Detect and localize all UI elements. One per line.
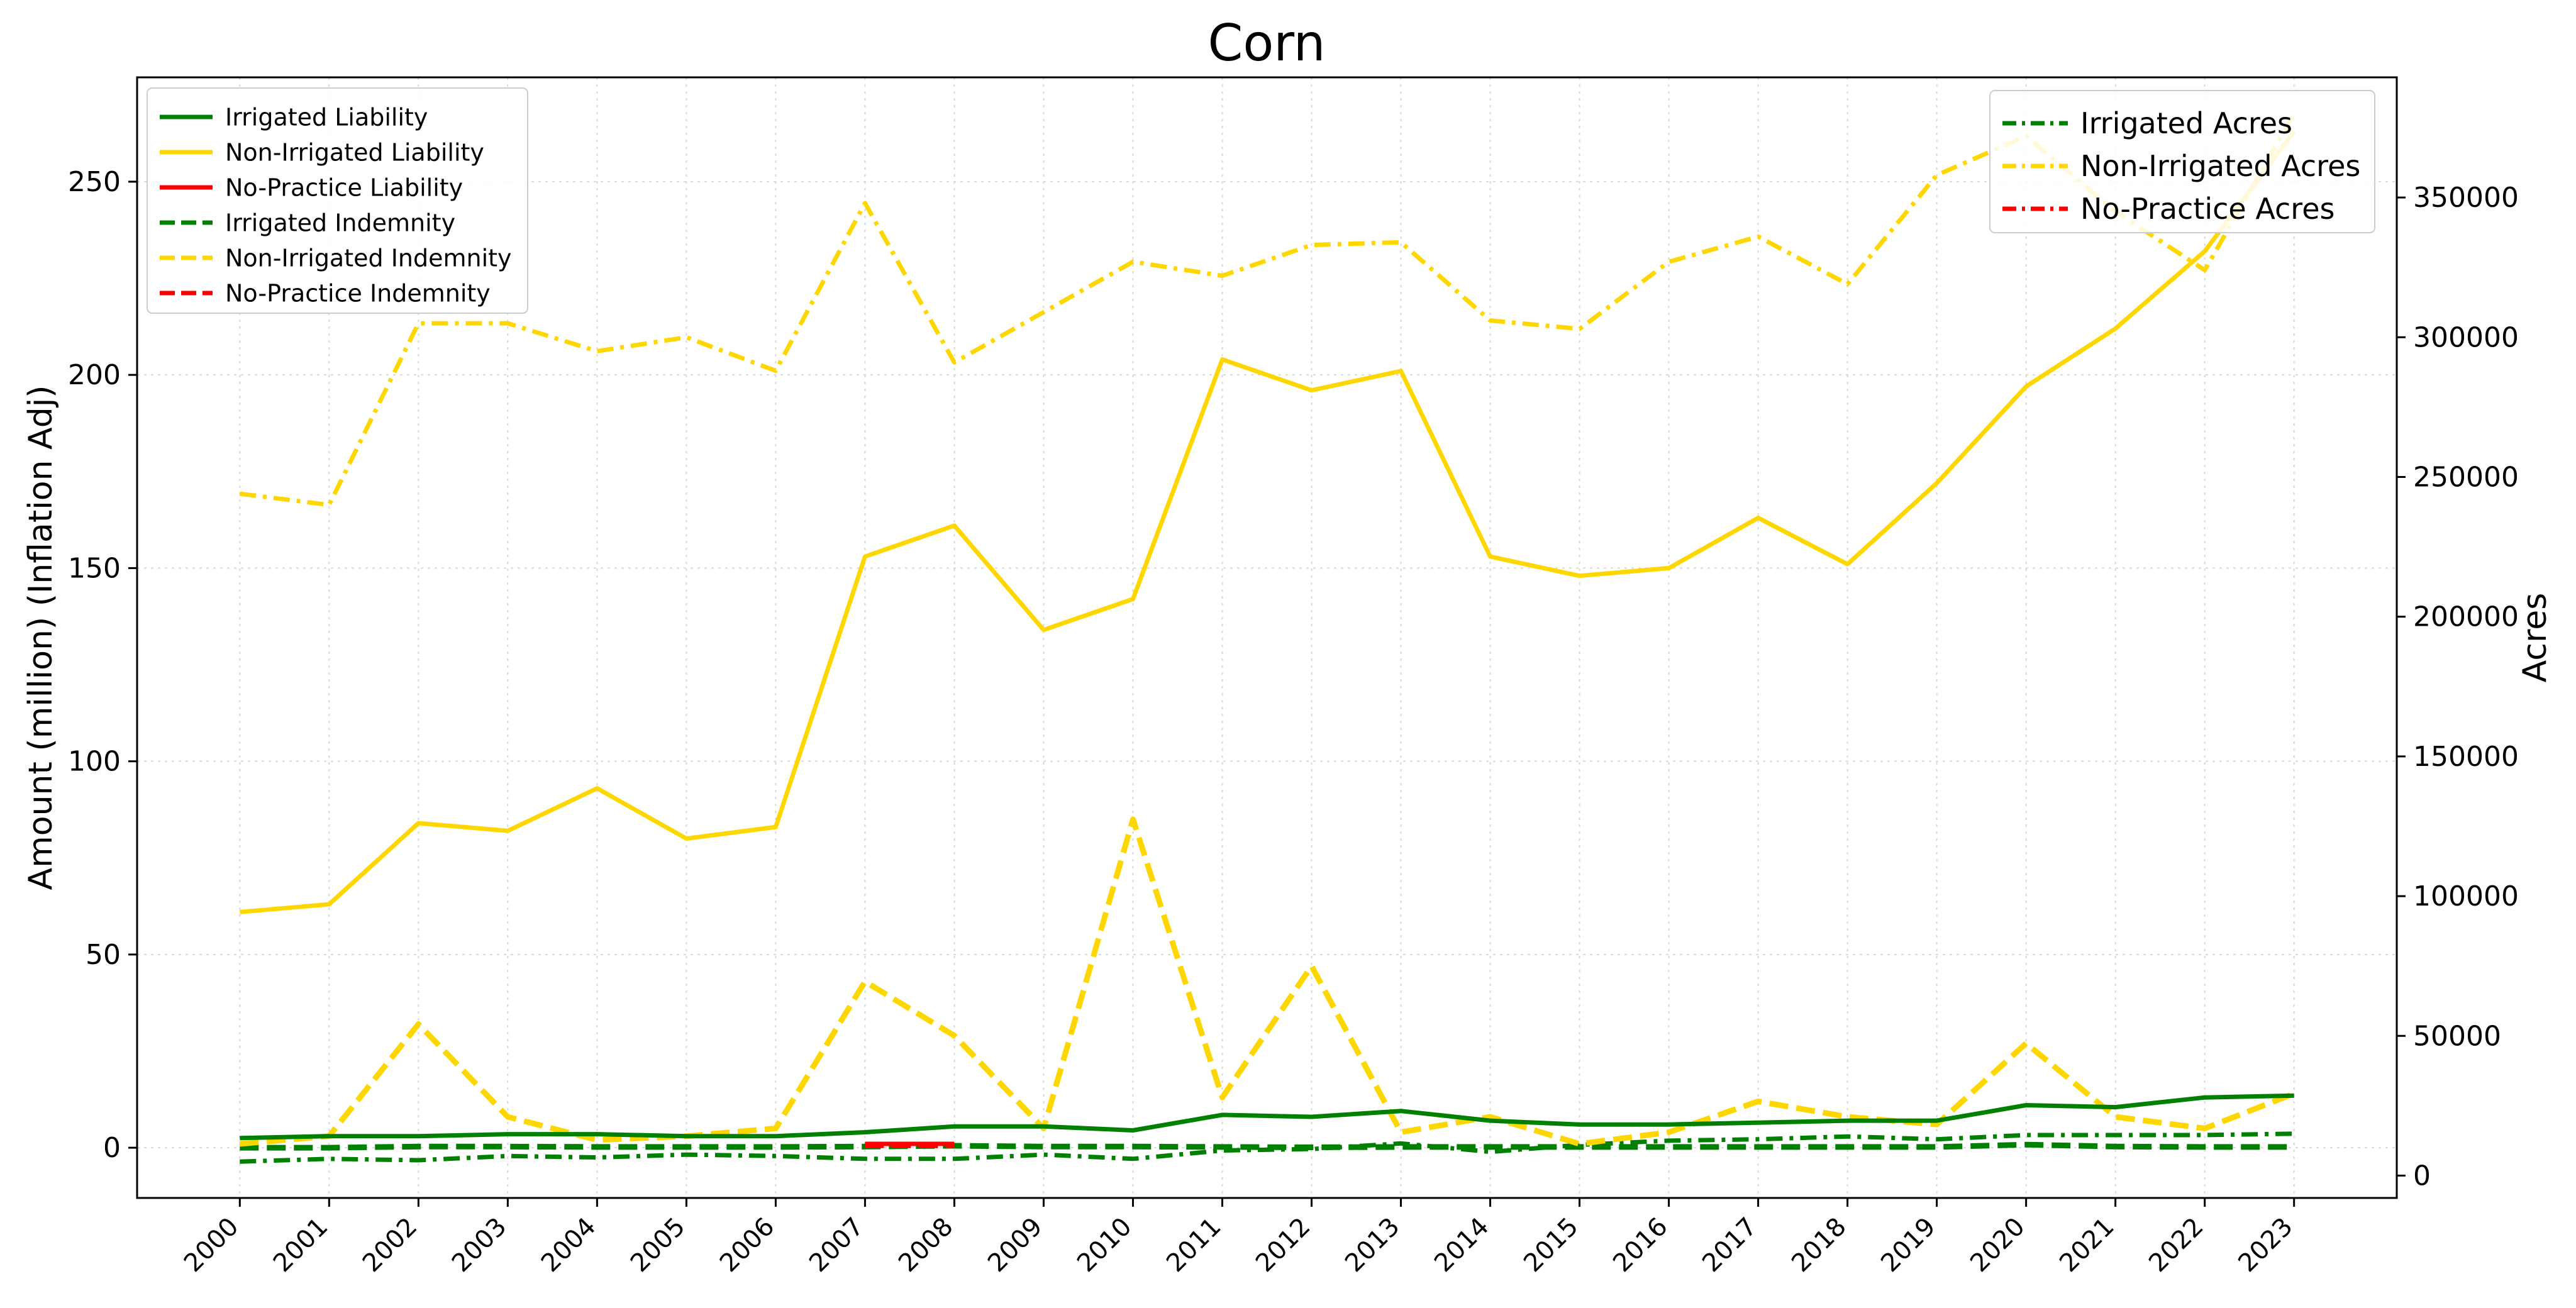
x-tick-label: 2013 [1340,1212,1406,1278]
y2-axis-label: Acres [2516,593,2554,683]
y-axis-label: Amount (million) (Inflation Adj) [22,385,60,890]
x-tick-label: 2002 [357,1212,423,1278]
x-tick-label: 2005 [625,1212,691,1278]
x-tick-label: 2023 [2233,1212,2299,1278]
y2-tick-label: 250000 [2413,461,2519,493]
series-line-irrigated-liability [240,1093,2294,1141]
legend-entry-label: Irrigated Acres [2080,106,2292,140]
series-line-irrigated-indemnity [240,1141,2294,1151]
y-tick-label: 50 [86,939,121,971]
y-tick-label: 200 [68,359,121,391]
y-tick-label: 150 [68,552,121,584]
y-tick-label: 100 [68,746,121,778]
legend-entry-label: No-Practice Acres [2080,192,2334,226]
x-tick-label: 2007 [804,1212,870,1278]
x-tick-label: 2006 [714,1212,780,1278]
legend-entry-label: Non-Irrigated Liability [225,138,484,166]
x-tick-label: 2003 [447,1212,513,1278]
series-line-irrigated-acres [240,1131,2294,1164]
x-tick-label: 2020 [1965,1212,2031,1278]
series-line-non-irrigated-indemnity [239,816,2296,1147]
series-line-non-irrigated-liability [239,130,2296,914]
y-tick-label: 0 [103,1132,121,1164]
y2-tick-label: 0 [2413,1160,2431,1192]
y2-tick-label: 50000 [2413,1020,2501,1052]
chart-title: Corn [1208,14,1326,72]
legend-left: Irrigated Liability Non-Irrigated Liabili… [147,87,528,314]
y-axis-left: 0 50 100 150 200 250 [68,166,137,1164]
x-tick-label: 2010 [1072,1212,1138,1278]
legend-right: Irrigated Acres Non-Irrigated Acres No-Pra… [1989,90,2375,233]
legend-entry-label: Non-Irrigated Indemnity [225,244,512,272]
y2-tick-label: 150000 [2413,741,2519,773]
y2-tick-label: 300000 [2413,321,2519,353]
x-tick-label: 2016 [1607,1212,1674,1278]
x-tick-label: 2018 [1786,1212,1852,1278]
y2-tick-label: 100000 [2413,880,2519,912]
x-tick-label: 2012 [1250,1212,1316,1278]
legend-entry-label: Non-Irrigated Acres [2080,149,2360,183]
legend-entry-label: No-Practice Indemnity [225,279,491,307]
series-line-non-irrigated-acres [239,113,2296,507]
x-tick-label: 2001 [268,1212,334,1278]
legend-box [1989,90,2375,233]
x-tick-label: 2022 [2143,1212,2209,1278]
x-tick-label: 2021 [2054,1212,2120,1278]
plot-frame [136,76,2398,1199]
x-tick-label: 2015 [1518,1212,1584,1278]
legend-box [147,87,528,314]
series-lines [239,113,2296,1164]
y2-tick-label: 350000 [2413,182,2519,214]
x-tick-label: 2019 [1875,1212,1941,1278]
y2-tick-label: 200000 [2413,601,2519,633]
x-tick-label: 2008 [893,1212,959,1278]
legend-entry-label: Irrigated Liability [225,103,428,131]
x-tick-label: 2011 [1161,1212,1227,1278]
y-axis-right: 0 50000 100000 150000 200000 250000 300000 3500… [2397,182,2519,1192]
grid-lines [137,77,2397,1198]
legend-entry-label: Irrigated Indemnity [225,209,455,236]
x-tick-label: 2000 [179,1212,245,1278]
x-tick-label: 2004 [536,1212,602,1278]
y-tick-label: 250 [68,166,121,198]
x-tick-label: 2014 [1429,1212,1495,1278]
x-axis: 2000 2001 2002 2003 2004 2005 2006 2007 2008 2009… [179,1198,2299,1278]
x-tick-label: 2009 [982,1212,1048,1278]
legend-entry-label: No-Practice Liability [225,174,463,201]
x-tick-label: 2017 [1697,1212,1763,1278]
